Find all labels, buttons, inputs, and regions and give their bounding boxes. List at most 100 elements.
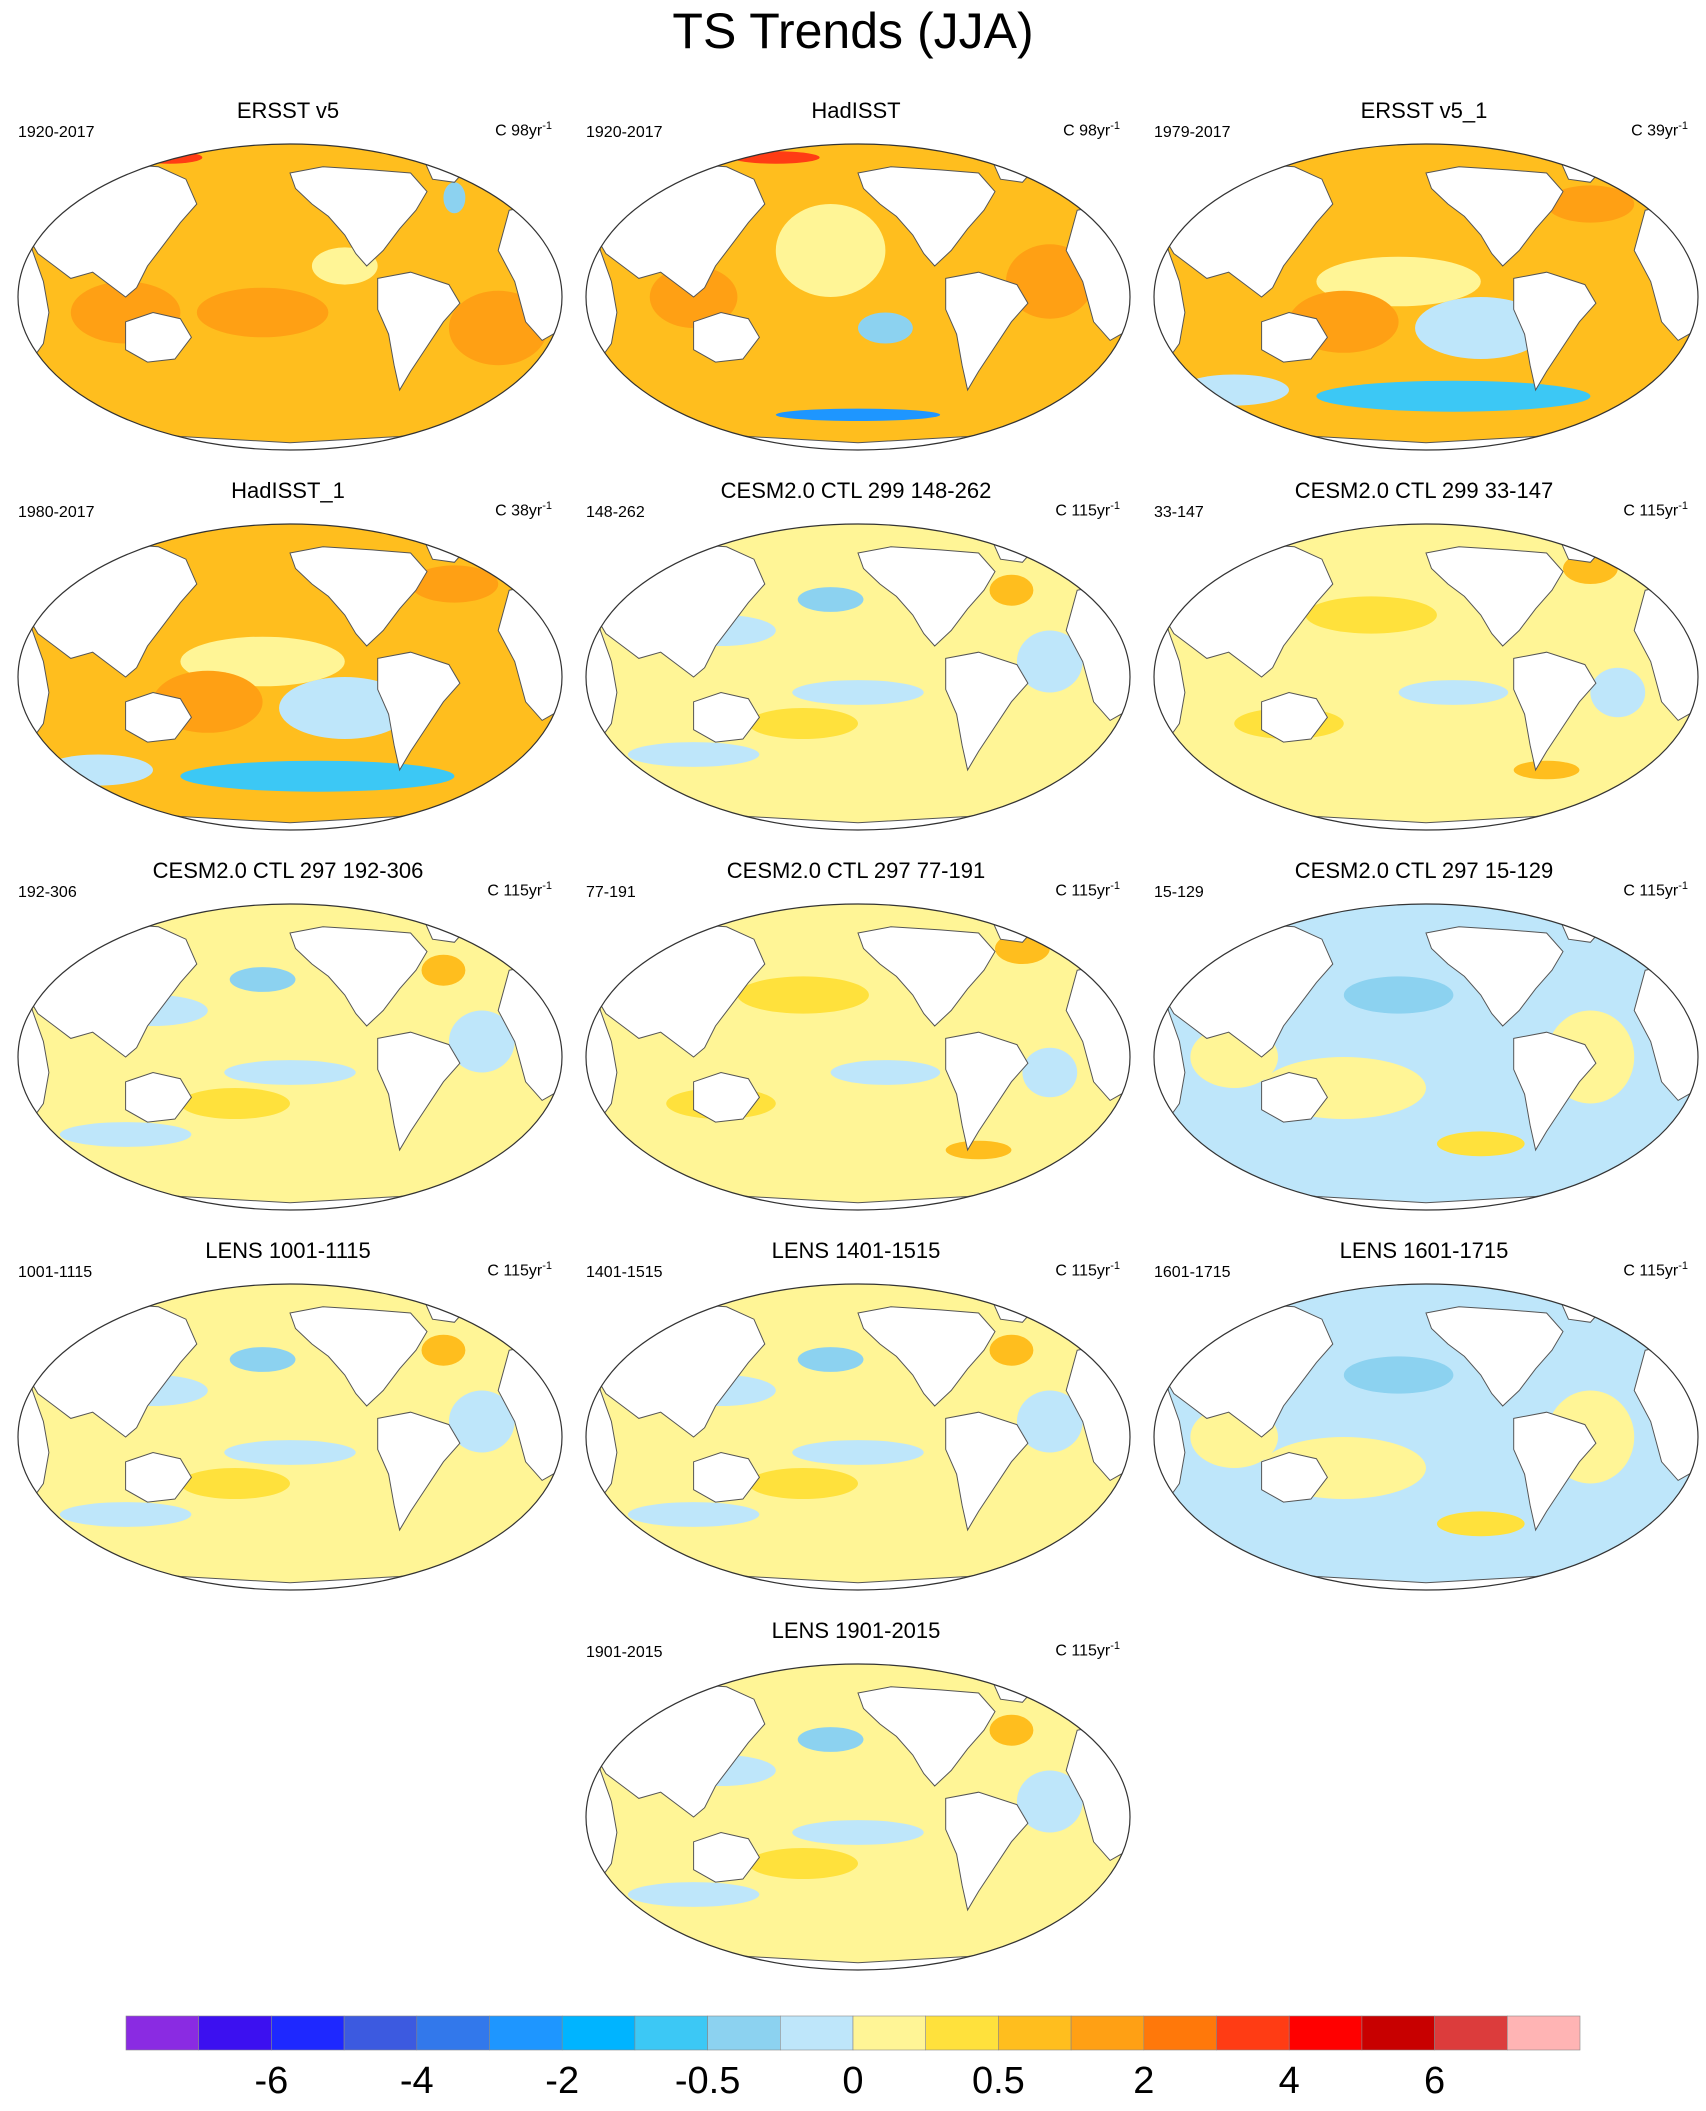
panel-title: LENS 1001-1115 — [205, 1238, 371, 1263]
anomaly-region — [775, 408, 941, 421]
units-text: C 115yr — [1055, 1642, 1111, 1660]
panel-units: C 115yr-1 — [1055, 500, 1120, 520]
land-southAmerica — [945, 1031, 1029, 1152]
panel-period: 1979-2017 — [1154, 124, 1231, 141]
land-southAmerica — [945, 1411, 1029, 1532]
land-australia — [125, 1451, 193, 1503]
colorbar-tick: 6 — [1424, 2060, 1446, 2102]
units-text: C 115yr — [1055, 502, 1111, 520]
panel-period: 1980-2017 — [18, 504, 95, 521]
colorbar-swatch — [1507, 2015, 1581, 2051]
colorbar-swatch — [707, 2015, 781, 2051]
anomaly-region — [1513, 760, 1580, 780]
land-northAmerica — [857, 1306, 996, 1407]
robinson-map — [1153, 143, 1699, 451]
land-australia — [1261, 1451, 1329, 1503]
colorbar-tick: -2 — [545, 2060, 580, 2102]
anomaly-region — [748, 1468, 858, 1499]
panel-title: LENS 1401-1515 — [771, 1238, 941, 1263]
robinson-map — [1153, 903, 1699, 1211]
land-northAmerica — [1425, 926, 1564, 1027]
anomaly-region — [448, 1010, 515, 1073]
map-panel: LENS 1001-1115 1001-1115 C 115yr-1 — [8, 1232, 568, 1592]
anomaly-region — [448, 1390, 515, 1453]
colorbar-swatch — [852, 2015, 926, 2051]
anomaly-region — [279, 677, 411, 739]
anomaly-region — [627, 1502, 760, 1527]
colorbar-swatch — [561, 2015, 636, 2051]
units-exponent: -1 — [1110, 1640, 1120, 1652]
land-southAmerica — [945, 1791, 1029, 1912]
colorbar-tick: -6 — [254, 2060, 289, 2102]
land-northAmerica — [857, 166, 996, 267]
anomaly-region — [945, 1140, 1012, 1160]
map-border — [585, 903, 1131, 1211]
land-northAmerica — [289, 166, 428, 267]
colorbar-tick: -0.5 — [674, 2060, 741, 2102]
panel-period: 1901-2015 — [586, 1644, 663, 1661]
anomaly-region — [627, 742, 760, 767]
units-exponent: -1 — [1678, 880, 1688, 892]
anomaly-region — [1436, 1511, 1525, 1537]
units-text: C 115yr — [1055, 1262, 1111, 1280]
map-border — [1153, 523, 1699, 831]
map-border — [17, 903, 563, 1211]
colorbar-swatch — [1361, 2015, 1435, 2051]
map-border — [585, 523, 1131, 831]
anomaly-region — [989, 574, 1034, 606]
colorbar-swatch — [925, 2015, 999, 2051]
anomaly-region — [748, 708, 858, 739]
land-northAmerica — [289, 1306, 428, 1407]
anomaly-region — [792, 680, 924, 705]
panel-units: C 115yr-1 — [1055, 880, 1120, 900]
land-northAmerica — [1425, 1306, 1564, 1407]
panel-period: 1001-1115 — [18, 1264, 93, 1281]
units-text: C 115yr — [487, 882, 543, 900]
anomaly-region — [410, 565, 499, 603]
anomaly-region — [989, 1714, 1034, 1746]
panel-title: CESM2.0 CTL 299 148-262 — [720, 478, 992, 503]
map-panel: HadISST_1 1980-2017 C 38yr-1 — [8, 472, 568, 832]
figure-title: TS Trends (JJA) — [672, 3, 1034, 59]
robinson-map — [585, 523, 1131, 831]
land-southAmerica — [377, 1411, 461, 1532]
colorbar-swatch — [1434, 2015, 1508, 2051]
colorbar-swatch — [1216, 2015, 1290, 2051]
land-australia — [693, 311, 761, 363]
colorbar-tick: -4 — [399, 2060, 434, 2102]
land-southAmerica — [377, 651, 461, 772]
anomaly-region — [737, 976, 869, 1014]
land-northAmerica — [857, 1686, 996, 1787]
anomaly-region — [792, 1440, 924, 1465]
map-border — [1153, 143, 1699, 451]
map-border — [17, 1283, 563, 1591]
land-northAmerica — [857, 546, 996, 647]
map-border — [1153, 903, 1699, 1211]
anomaly-region — [180, 1468, 290, 1499]
units-text: C 115yr — [1623, 502, 1679, 520]
anomaly-region — [1398, 680, 1509, 705]
anomaly-region — [1546, 185, 1635, 223]
robinson-map — [17, 903, 563, 1211]
land-australia — [693, 691, 761, 743]
colorbar-tick: 0 — [842, 2060, 864, 2102]
anomaly-region — [775, 204, 886, 297]
panel-units: C 115yr-1 — [487, 1260, 552, 1280]
colorbar-swatch — [343, 2015, 418, 2051]
colorbar-swatch — [1288, 2015, 1363, 2051]
map-panel: CESM2.0 CTL 299 33-147 33-147 C 115yr-1 — [1144, 472, 1704, 832]
units-exponent: -1 — [1678, 500, 1688, 512]
land-southAmerica — [945, 651, 1029, 772]
anomaly-region — [1022, 1047, 1078, 1098]
colorbar-swatch — [779, 2015, 854, 2051]
land-southAmerica — [1513, 1411, 1597, 1532]
panel-title: LENS 1601-1715 — [1339, 1238, 1509, 1263]
map-border — [17, 143, 563, 451]
map-border — [1153, 1283, 1699, 1591]
units-text: C 38yr — [495, 502, 543, 520]
land-northAmerica — [289, 926, 428, 1027]
panel-title: ERSST v5_1 — [1360, 98, 1488, 123]
land-australia — [125, 691, 193, 743]
robinson-map — [17, 1283, 563, 1591]
map-panel: CESM2.0 CTL 299 148-262 148-262 C 115yr-1 — [576, 472, 1136, 832]
